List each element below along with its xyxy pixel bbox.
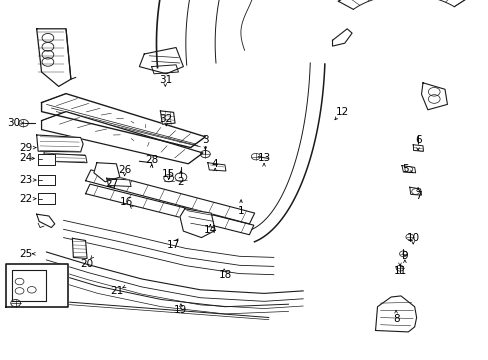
Text: 19: 19	[174, 305, 187, 315]
Polygon shape	[180, 209, 215, 238]
Text: 7: 7	[414, 191, 421, 201]
Text: 17: 17	[166, 240, 180, 250]
Text: 4: 4	[211, 159, 218, 169]
Text: 20: 20	[81, 258, 93, 269]
Text: 6: 6	[414, 135, 421, 145]
Text: 15: 15	[162, 168, 175, 179]
Text: 14: 14	[203, 225, 217, 235]
Polygon shape	[421, 83, 447, 110]
Polygon shape	[72, 238, 87, 258]
Text: 23: 23	[19, 175, 32, 185]
Polygon shape	[41, 112, 203, 164]
Polygon shape	[332, 29, 351, 46]
Polygon shape	[41, 94, 205, 148]
Text: 5: 5	[402, 164, 408, 174]
Polygon shape	[38, 154, 55, 165]
Text: 22: 22	[19, 194, 32, 204]
Polygon shape	[85, 184, 253, 235]
Text: 18: 18	[218, 270, 231, 280]
Text: 3: 3	[202, 135, 208, 145]
Polygon shape	[409, 187, 421, 195]
Polygon shape	[412, 145, 423, 151]
Polygon shape	[37, 29, 71, 86]
Polygon shape	[37, 135, 83, 152]
Text: 12: 12	[335, 107, 348, 117]
Polygon shape	[6, 264, 68, 307]
Polygon shape	[401, 166, 415, 173]
Text: 8: 8	[392, 314, 399, 324]
Text: 2: 2	[177, 177, 184, 187]
Polygon shape	[85, 170, 254, 224]
Polygon shape	[38, 175, 55, 185]
Text: 11: 11	[392, 266, 406, 276]
Polygon shape	[160, 111, 175, 124]
Polygon shape	[94, 163, 120, 182]
Polygon shape	[151, 65, 178, 74]
Text: 26: 26	[118, 165, 131, 175]
Polygon shape	[37, 214, 55, 228]
Text: 13: 13	[257, 153, 270, 163]
Text: 31: 31	[158, 75, 172, 85]
Polygon shape	[44, 153, 87, 163]
Text: 1: 1	[237, 206, 244, 216]
Text: 10: 10	[406, 233, 419, 243]
Text: 9: 9	[401, 251, 407, 261]
Text: 29: 29	[19, 143, 32, 153]
Text: 16: 16	[119, 197, 133, 207]
Text: 25: 25	[19, 249, 32, 259]
Text: 32: 32	[159, 114, 173, 124]
Text: 21: 21	[109, 286, 123, 296]
Text: 28: 28	[144, 155, 158, 165]
Polygon shape	[38, 193, 55, 204]
Polygon shape	[375, 296, 416, 332]
Polygon shape	[139, 48, 183, 74]
Text: 24: 24	[19, 153, 32, 163]
Text: 30: 30	[7, 118, 20, 128]
Text: 27: 27	[104, 179, 118, 189]
Polygon shape	[106, 178, 131, 186]
Polygon shape	[207, 163, 225, 171]
